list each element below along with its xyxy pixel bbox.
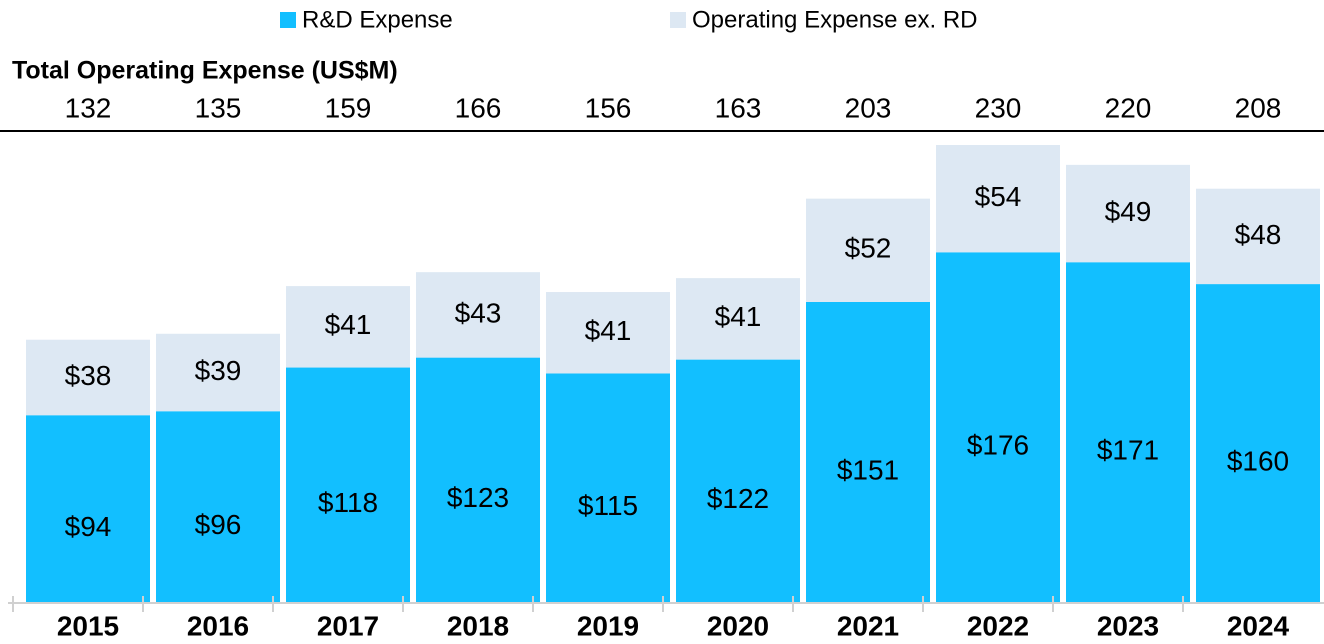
x-tick-label: 2021 [837, 610, 899, 641]
value-label: $160 [1227, 445, 1289, 476]
bar-segment [936, 145, 1060, 253]
value-label: $52 [845, 233, 892, 264]
total-label: 159 [325, 92, 372, 123]
bar-segment [1196, 188, 1320, 285]
total-label: 163 [715, 92, 762, 123]
x-tick-label: 2015 [57, 610, 119, 641]
value-label: $171 [1097, 435, 1159, 466]
value-label: $48 [1235, 219, 1282, 250]
x-tick-label: 2017 [317, 610, 379, 641]
bar-segment [156, 411, 280, 602]
bar-segment [676, 359, 800, 602]
x-tick-label: 2020 [707, 610, 769, 641]
value-label: $39 [195, 355, 242, 386]
value-label: $122 [707, 483, 769, 514]
value-label: $41 [325, 309, 372, 340]
legend-label: Operating Expense ex. RD [692, 6, 977, 33]
bar-segment [806, 301, 930, 602]
total-label: 208 [1235, 92, 1282, 123]
value-label: $96 [195, 509, 242, 540]
bar-segment [1066, 164, 1190, 263]
value-label: $118 [318, 487, 378, 518]
legend-swatch [670, 12, 686, 28]
value-label: $54 [975, 181, 1022, 212]
total-label: 166 [455, 92, 502, 123]
total-label: 132 [65, 92, 112, 123]
chart-title: Total Operating Expense (US$M) [12, 57, 398, 85]
value-label: $49 [1105, 196, 1152, 227]
x-tick-label: 2022 [967, 610, 1029, 641]
x-tick-label: 2018 [447, 610, 509, 641]
bar-segment [156, 333, 280, 412]
value-label: $38 [65, 360, 112, 391]
x-tick-label: 2023 [1097, 610, 1159, 641]
legend-swatch [280, 12, 296, 28]
total-label: 220 [1105, 92, 1152, 123]
bar-segment [286, 286, 410, 368]
value-label: $94 [65, 511, 112, 542]
x-tick-label: 2016 [187, 610, 249, 641]
bar-segment [286, 367, 410, 602]
value-label: $115 [578, 490, 638, 521]
bar-segment [676, 278, 800, 360]
bar-segment [806, 198, 930, 302]
bar-segment [546, 373, 670, 602]
x-tick-label: 2019 [577, 610, 639, 641]
value-label: $151 [837, 454, 899, 485]
total-label: 230 [975, 92, 1022, 123]
bar-segment [26, 339, 150, 416]
total-label: 156 [585, 92, 632, 123]
bar-segment [416, 272, 540, 358]
bar-segment [936, 252, 1060, 602]
bar-segment [26, 415, 150, 602]
value-label: $176 [967, 430, 1029, 461]
total-label: 203 [845, 92, 892, 123]
x-tick-label: 2024 [1227, 610, 1290, 641]
value-label: $123 [447, 482, 509, 513]
value-label: $41 [585, 315, 632, 346]
total-label: 135 [195, 92, 242, 123]
legend-label: R&D Expense [302, 6, 453, 33]
bar-segment [416, 357, 540, 602]
bar-segment [1196, 284, 1320, 602]
value-label: $41 [715, 301, 762, 332]
bar-segment [1066, 262, 1190, 602]
bar-segment [546, 292, 670, 374]
value-label: $43 [455, 297, 502, 328]
